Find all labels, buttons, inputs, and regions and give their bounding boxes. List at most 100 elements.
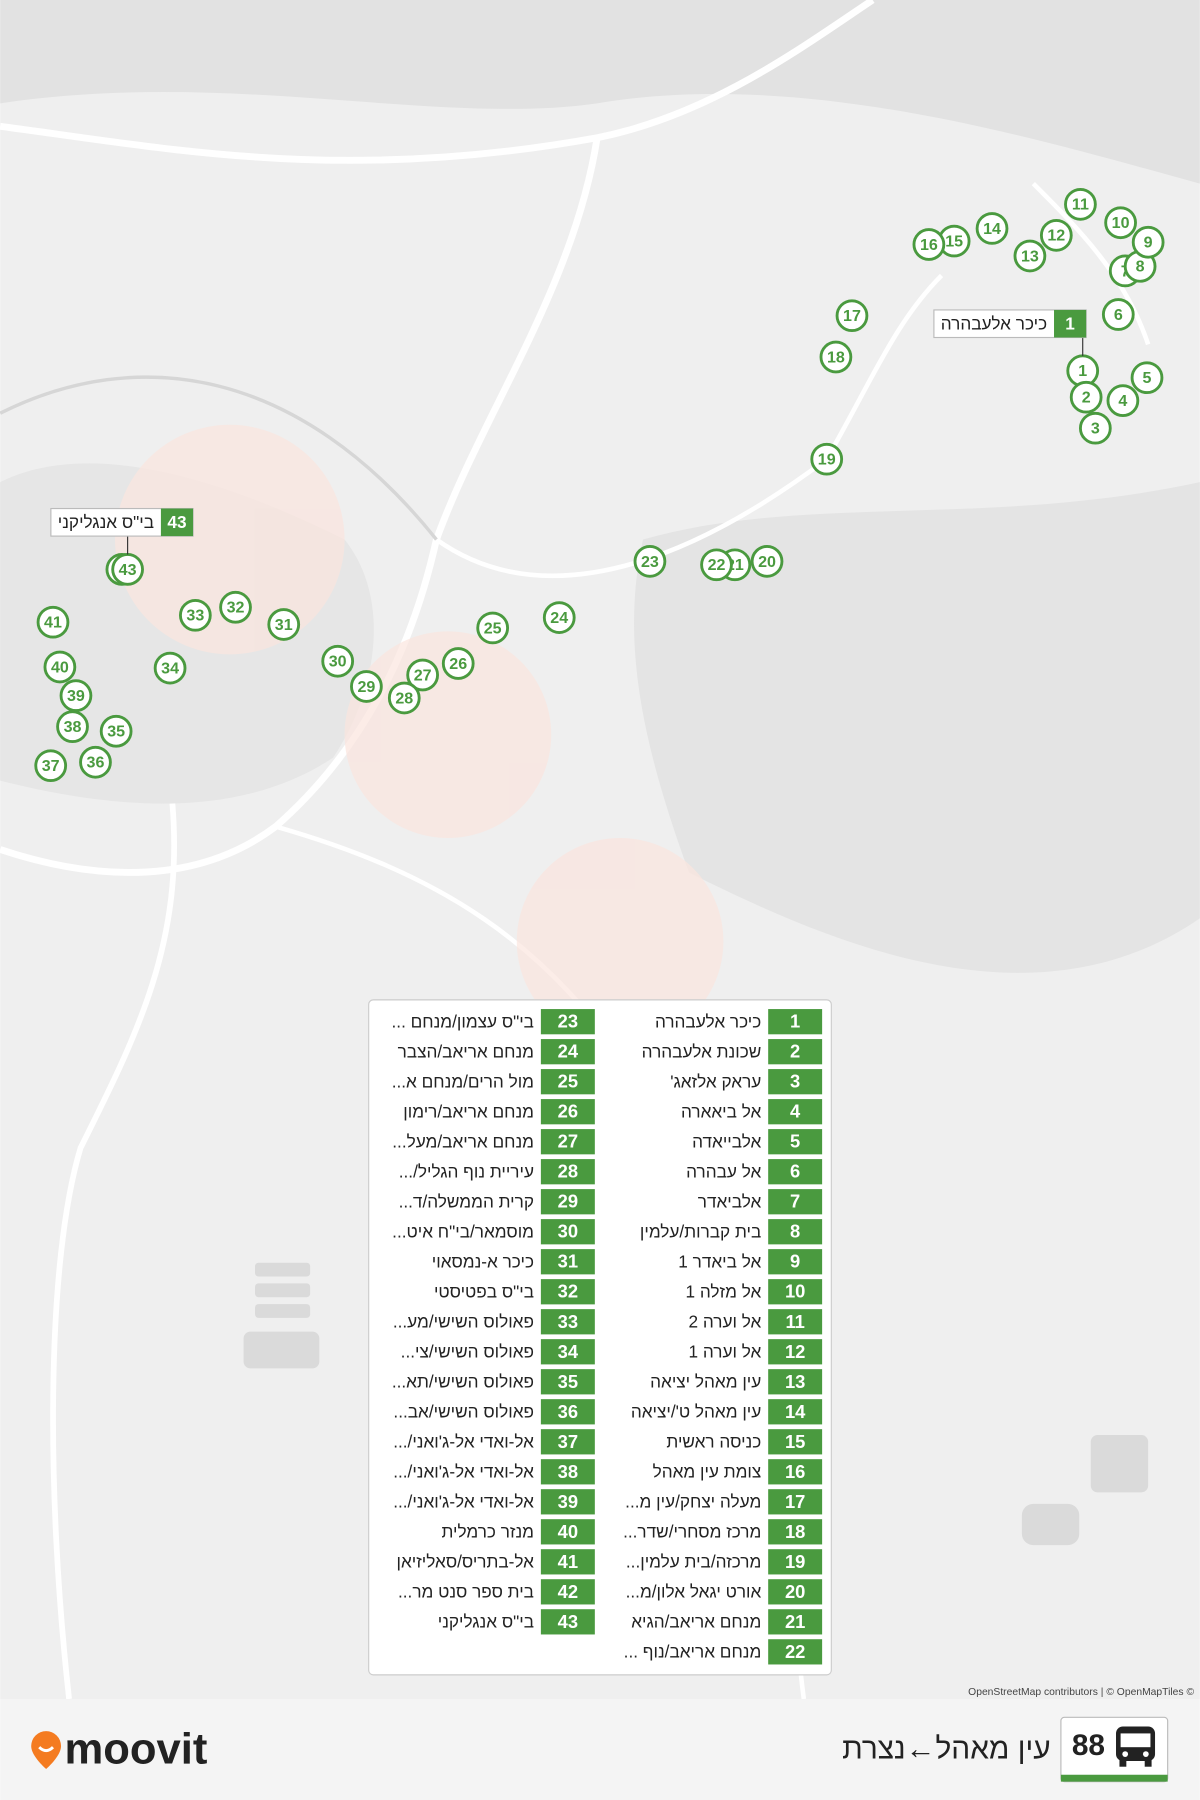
stop-marker [1064,187,1097,221]
stop-number: 18 [785,1521,805,1542]
stop-name: מעלה יצחק/עין מ... [625,1492,761,1512]
stop-number-box [768,1429,823,1455]
stop-name: אל עבהרה [686,1161,761,1181]
stop-number: 21 [785,1611,805,1632]
callout-number: 1 [1065,313,1075,333]
stop-number: 24 [558,1041,579,1062]
stop-marker-label: 27 [414,666,432,684]
stop-marker [267,608,301,641]
stop-marker-label: 6 [1114,306,1123,324]
stop-number: 9 [790,1251,800,1272]
stop-name: בי"ס בפטיסטי [434,1281,534,1301]
stop-marker [79,745,112,779]
stop-number-box [540,1369,595,1395]
stop-name: אל-ואדי אל-ג'ואני/... [393,1431,534,1451]
stop-marker [542,601,576,634]
stop-marker [750,544,784,578]
stop-marker-label: 25 [484,619,502,637]
stop-name: אל-ואדי אל-ג'ואני/... [393,1461,534,1481]
stop-number-box [540,1219,595,1245]
stop-marker-label: 19 [818,451,836,469]
stop-marker [43,650,77,684]
stop-number-box [768,1339,823,1365]
stop-name: אל-בתריס/סאליזיאן [397,1552,535,1572]
stop-marker [1078,411,1112,445]
stop-marker [56,710,89,744]
stop-number: 43 [558,1611,578,1632]
stop-number-box [768,1099,823,1125]
stop-marker [1131,225,1165,259]
stop-name: כניסה ראשית [666,1431,761,1451]
stop-marker [153,651,187,685]
stop-number: 28 [558,1161,578,1182]
stop-name: אלביאדר [698,1191,762,1211]
stop-name: מנחם אריאב/הצבר [398,1041,534,1061]
stop-name: בית קברות/עלמין [640,1221,761,1241]
attribution: OpenStreetMap contributors | © OpenMapTi… [968,1687,1194,1698]
stop-marker-label: 38 [64,718,82,736]
stop-number: 29 [558,1191,578,1212]
stop-number-box [768,1009,823,1035]
stop-number-box [540,1519,595,1545]
stop-number: 3 [790,1071,800,1092]
callout-name: בי"ס אנגליקני [58,512,154,532]
stop-name: עיריית נוף הגליל/... [399,1161,534,1181]
stop-number: 23 [558,1011,578,1032]
stop-marker-label: 15 [945,232,963,250]
stop-marker [810,442,844,476]
stop-number: 30 [558,1221,578,1242]
callout: 43 בי"ס אנגליקני [50,507,194,537]
stop-name: בי"ס אנגליקני [438,1612,534,1632]
stop-name: מנחם אריאב/הגיא [631,1612,761,1632]
stop-marker [36,605,70,639]
stop-marker-label: 12 [1047,227,1065,245]
stop-markers: 1234567891011121314151617181920212223242… [34,187,1165,783]
stop-number-box [768,1399,823,1425]
stop-number: 38 [558,1461,578,1482]
stop-name: קרית הממשלה/ד... [399,1191,534,1211]
stop-number: 33 [558,1311,578,1332]
stop-number: 32 [558,1281,578,1302]
footer [0,1698,1200,1800]
stop-number: 22 [785,1641,805,1662]
stop-number-box [540,1339,595,1365]
stop-marker-label: 17 [843,307,861,325]
stop-number-box [768,1609,823,1635]
stop-number-box [540,1279,595,1305]
stop-name: פאולוס השישי/תא... [392,1371,534,1391]
stop-number: 42 [558,1581,578,1602]
stop-number: 41 [558,1551,578,1572]
stop-number-box [540,1249,595,1275]
stop-marker [819,340,853,374]
stop-number-box [540,1099,595,1125]
stop-number: 4 [790,1101,801,1122]
stop-number-box [540,1429,595,1455]
stop-number-box [540,1009,595,1035]
stop-marker [476,611,510,645]
stop-marker-label: 34 [161,660,179,678]
stop-marker [350,670,383,703]
stop-number-box [540,1489,595,1515]
stop-number: 11 [785,1311,804,1332]
stop-marker [912,228,946,261]
stop-number-box [768,1219,823,1245]
stop-number: 35 [558,1371,578,1392]
stop-name: צומת עין מאהל [653,1461,762,1481]
stop-marker [219,590,252,624]
stop-marker [406,658,439,692]
stop-number: 2 [790,1041,800,1062]
brand-logo: moovit [31,1725,207,1773]
bus-icon [1116,1726,1156,1767]
stop-name: אל ביאדר 1 [678,1251,761,1271]
stop-marker-label: 35 [107,723,125,741]
stop-number: 10 [785,1281,805,1302]
stop-name: מנזר כרמלית [441,1522,534,1542]
stop-number-box [768,1639,823,1665]
callouts: 1 כיכר אלעבהרה 43 בי"ס אנגליקני [50,309,1087,555]
stop-number: 26 [558,1101,578,1122]
stop-number: 16 [785,1461,805,1482]
stop-name: אל וערה 1 [689,1341,762,1361]
stop-number-box [540,1189,595,1215]
stop-marker [1039,218,1073,252]
stop-marker-label: 30 [329,653,347,671]
